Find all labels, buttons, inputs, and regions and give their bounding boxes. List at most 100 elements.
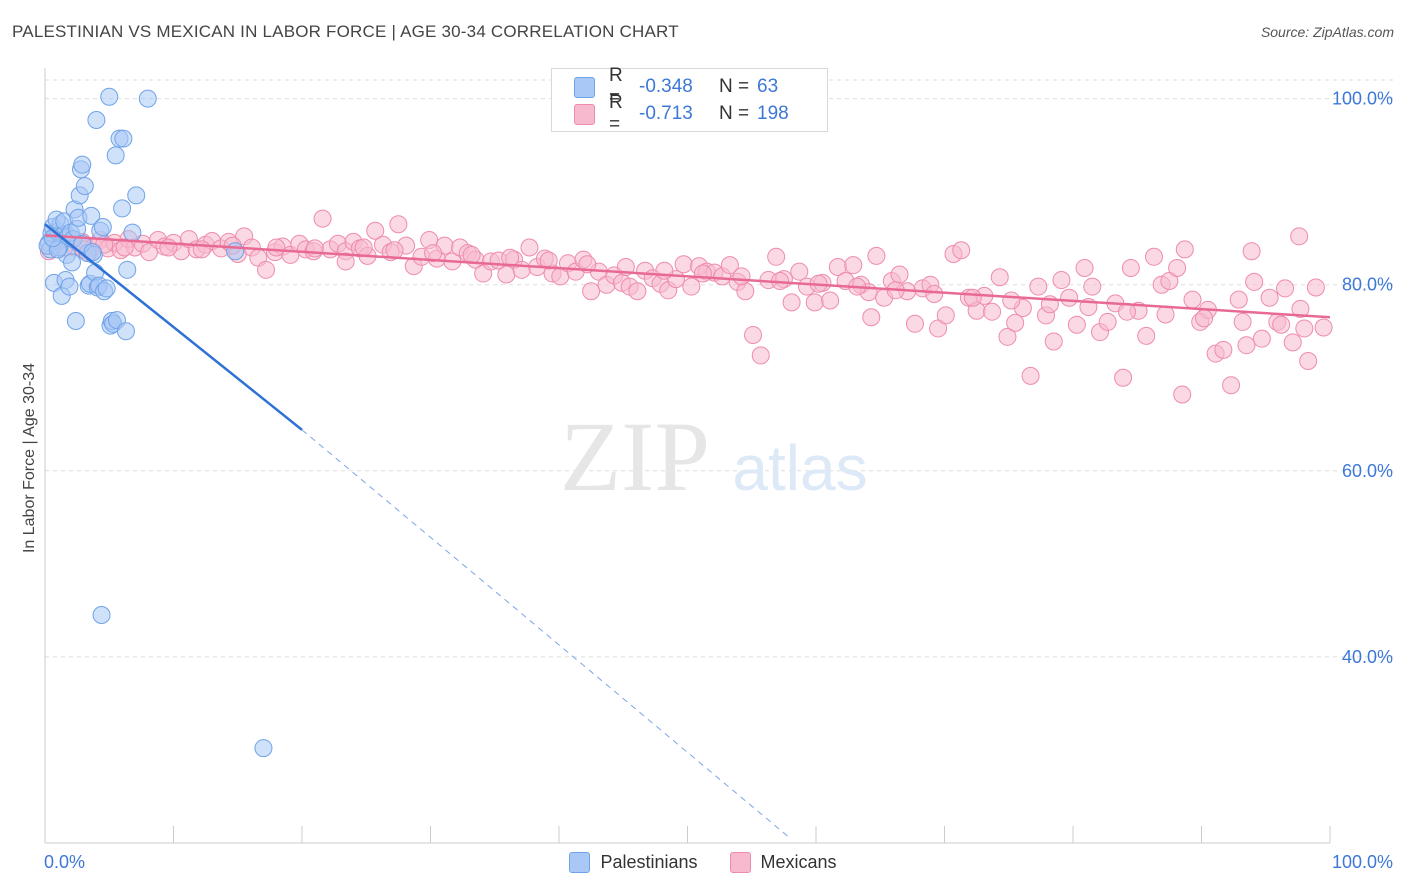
data-point-palestinians: [62, 253, 81, 272]
bottom-legend-label-palestinians: Palestinians: [600, 852, 698, 872]
data-point-mexicans: [655, 261, 674, 280]
data-point-mexicans: [159, 238, 178, 257]
data-point-mexicans: [1272, 315, 1291, 334]
data-point-mexicans: [1029, 277, 1048, 296]
data-point-mexicans: [674, 255, 693, 274]
data-point-mexicans: [782, 293, 801, 312]
data-point-palestinians: [43, 229, 62, 248]
bottom-legend: Palestinians Mexicans: [0, 852, 1406, 873]
data-point-palestinians: [60, 277, 79, 296]
data-point-mexicans: [1156, 305, 1175, 324]
data-point-mexicans: [192, 240, 211, 259]
x-tick-label-min: 0.0%: [44, 852, 86, 872]
data-point-mexicans: [952, 241, 971, 260]
bottom-legend-item-mexicans[interactable]: Mexicans: [729, 852, 837, 873]
data-point-mexicans: [693, 264, 712, 283]
data-point-mexicans: [1114, 368, 1133, 387]
data-point-mexicans: [732, 267, 751, 286]
data-point-mexicans: [1083, 277, 1102, 296]
trendline-palestinians: [44, 223, 303, 431]
y-tick-label: 60.0%: [1342, 461, 1393, 481]
data-point-mexicans: [628, 282, 647, 301]
data-point-mexicans: [1175, 240, 1194, 259]
bottom-legend-swatch-mexicans: [729, 852, 751, 873]
data-point-mexicans: [1242, 242, 1261, 261]
data-point-palestinians: [118, 260, 137, 279]
data-point-mexicans: [1075, 258, 1094, 277]
data-point-mexicans: [1098, 312, 1117, 331]
bottom-legend-swatch-palestinians: [569, 852, 591, 873]
data-point-mexicans: [720, 256, 739, 275]
data-point-mexicans: [1245, 272, 1264, 291]
data-point-mexicans: [1060, 288, 1079, 307]
legend: R = -0.348 N = 63 R = -0.713 N = 198: [551, 65, 828, 135]
data-point-mexicans: [313, 209, 332, 228]
data-point-mexicans: [682, 277, 701, 296]
x-tick-label-max: 100.0%: [1331, 852, 1393, 872]
data-point-mexicans: [1137, 326, 1156, 345]
data-point-palestinians: [254, 739, 273, 758]
data-point-palestinians: [97, 279, 116, 298]
legend-n-value: 198: [757, 103, 789, 124]
data-point-mexicans: [1314, 318, 1333, 337]
data-point-palestinians: [114, 129, 133, 148]
bottom-legend-label-mexicans: Mexicans: [760, 852, 837, 872]
data-point-mexicans: [1044, 332, 1063, 351]
data-point-mexicans: [497, 265, 516, 284]
data-point-mexicans: [1237, 336, 1256, 355]
data-point-mexicans: [267, 238, 286, 257]
data-point-mexicans: [936, 306, 955, 325]
data-point-mexicans: [354, 238, 373, 257]
data-point-mexicans: [767, 247, 786, 266]
data-point-mexicans: [1121, 258, 1140, 277]
legend-row-palestinians: R = -0.348 N = 63: [552, 65, 778, 108]
data-point-mexicans: [1168, 258, 1187, 277]
data-point-mexicans: [862, 308, 881, 327]
data-point-mexicans: [1295, 319, 1314, 338]
data-point-mexicans: [1291, 299, 1310, 318]
data-point-mexicans: [890, 265, 909, 284]
data-point-mexicans: [305, 239, 324, 258]
legend-n-label: N =: [719, 76, 750, 97]
data-point-mexicans: [990, 268, 1009, 287]
source-label: Source: ZipAtlas.com: [1260, 24, 1394, 40]
data-point-mexicans: [998, 327, 1017, 346]
data-point-mexicans: [582, 282, 601, 301]
legend-r-value: -0.348: [639, 76, 693, 97]
data-point-mexicans: [1006, 313, 1025, 332]
data-point-palestinians: [73, 155, 92, 174]
data-point-mexicans: [1195, 309, 1214, 328]
data-point-palestinians: [93, 218, 112, 237]
data-point-palestinians: [66, 311, 85, 330]
data-point-mexicans: [736, 282, 755, 301]
data-point-mexicans: [520, 238, 539, 257]
data-point-mexicans: [1144, 247, 1163, 266]
data-point-mexicans: [1290, 227, 1309, 246]
y-tick-label: 100.0%: [1332, 89, 1393, 109]
data-point-palestinians: [106, 146, 125, 165]
data-point-palestinians: [82, 206, 101, 225]
data-point-palestinians: [100, 87, 119, 106]
data-point-mexicans: [867, 246, 886, 265]
data-point-mexicans: [1252, 329, 1271, 348]
data-point-mexicans: [1067, 315, 1086, 334]
data-point-palestinians: [113, 199, 132, 218]
data-point-palestinians: [83, 243, 102, 262]
legend-swatch-palestinians: [574, 76, 595, 98]
legend-r-label: R =: [609, 92, 623, 135]
data-point-mexicans: [1222, 376, 1241, 395]
data-point-mexicans: [1233, 312, 1252, 331]
data-point-palestinians: [138, 89, 157, 108]
data-point-mexicans: [1260, 288, 1279, 307]
data-point-mexicans: [1306, 278, 1325, 297]
data-point-mexicans: [1021, 366, 1040, 385]
data-point-palestinians: [123, 223, 142, 242]
data-point-mexicans: [257, 260, 276, 279]
data-point-mexicans: [1229, 290, 1248, 309]
watermark-zip: ZIP: [560, 401, 710, 512]
bottom-legend-item-palestinians[interactable]: Palestinians: [569, 852, 698, 873]
y-tick-label: 40.0%: [1342, 647, 1393, 667]
data-point-mexicans: [1283, 333, 1302, 352]
data-point-mexicans: [424, 244, 443, 263]
